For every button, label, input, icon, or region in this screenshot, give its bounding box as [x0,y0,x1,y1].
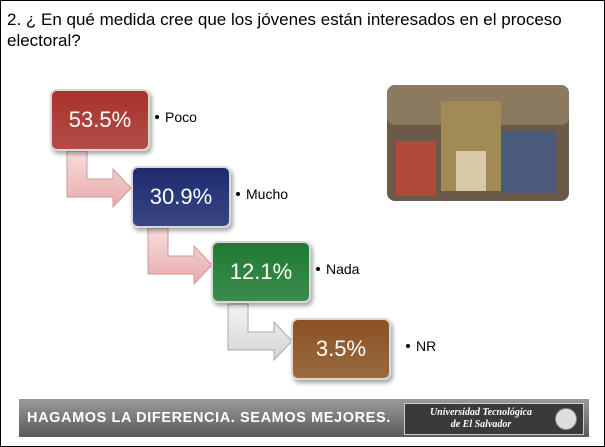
logo-text: de El Salvador [450,419,512,430]
footer-banner: HAGAMOS LA DIFERENCIA. SEAMOS MEJORES. U… [19,399,589,437]
value-box: 53.5% [50,89,150,151]
slide-title: 2. ¿ En qué medida cree que los jóvenes … [7,10,562,50]
value-box: 3.5% [291,318,391,380]
bullet [236,192,240,196]
value-box: 12.1% [211,241,311,303]
item-label: Nada [316,261,359,277]
logo: Universidad Tecnológica de El Salvador [404,403,584,435]
arrow [66,150,132,209]
arrow [227,303,293,362]
arrow [147,227,213,286]
label-text: NR [416,338,437,354]
item-label: NR [406,338,436,354]
label-text: Mucho [246,186,289,202]
item-label: Mucho [236,186,288,202]
value-box: 30.9% [131,166,231,228]
bullet [316,267,320,271]
bullet [406,344,410,348]
item-label: Poco [155,109,197,125]
logo-text: Universidad Tecnológica [429,407,533,418]
slogan: HAGAMOS LA DIFERENCIA. SEAMOS MEJORES. [27,410,391,426]
label-text: Poco [165,109,197,125]
bullet [155,115,159,119]
photo [387,85,569,201]
label-text: Nada [326,261,360,277]
logo-seal [555,408,577,430]
